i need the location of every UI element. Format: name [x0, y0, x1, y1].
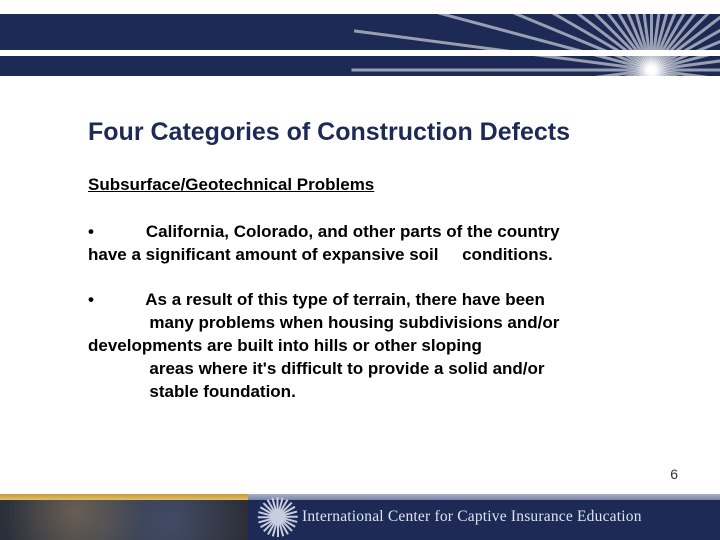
footer-left-graphic [0, 494, 248, 540]
header-band [0, 0, 720, 80]
footer: International Center for Captive Insuran… [0, 494, 720, 540]
header-bar-lower [0, 56, 720, 76]
slide-subtitle: Subsurface/Geotechnical Problems [88, 175, 660, 195]
bullet-1: • California, Colorado, and other parts … [88, 221, 660, 267]
header-bar-upper [0, 14, 720, 50]
footer-right: International Center for Captive Insuran… [248, 494, 720, 540]
slide: Four Categories of Construction Defects … [0, 0, 720, 540]
content-area: Four Categories of Construction Defects … [88, 118, 660, 426]
footer-right-accent [248, 494, 720, 500]
footer-sunburst-icon [262, 502, 292, 532]
page-number: 6 [670, 466, 678, 482]
footer-left-accent [0, 494, 248, 500]
bullet-2: • As a result of this type of terrain, t… [88, 289, 660, 404]
footer-organization: International Center for Captive Insuran… [302, 508, 642, 526]
slide-title: Four Categories of Construction Defects [88, 118, 660, 147]
